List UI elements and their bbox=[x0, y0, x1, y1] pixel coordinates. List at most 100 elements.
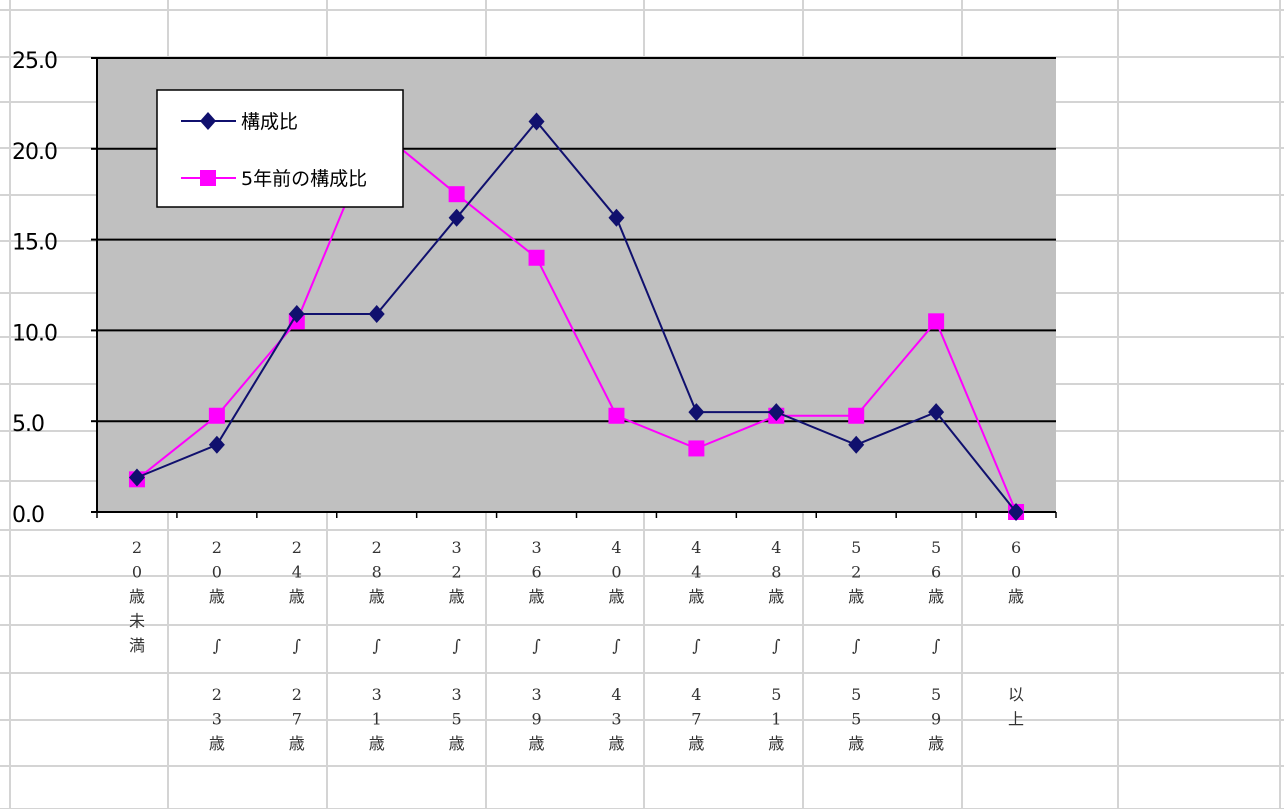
data-point-series-2 bbox=[608, 407, 625, 424]
x-tick-label: 4 bbox=[691, 563, 701, 582]
x-tick-label: 歳 bbox=[209, 587, 225, 606]
x-tick-label: 歳 bbox=[529, 734, 545, 753]
x-tick-label: ∫ bbox=[532, 636, 540, 655]
x-tick-label: 0 bbox=[611, 563, 621, 582]
x-tick-label: 歳 bbox=[289, 734, 305, 753]
x-tick-label: 2 bbox=[292, 538, 302, 557]
y-tick-label: 0.0 bbox=[12, 503, 44, 528]
x-tick-label: 上 bbox=[1008, 710, 1024, 729]
legend-box bbox=[156, 89, 404, 208]
series-line-1 bbox=[136, 119, 1017, 513]
data-point-series-2 bbox=[928, 313, 945, 330]
x-tick-label: 歳 bbox=[608, 734, 624, 753]
x-tick-label: 歳 bbox=[449, 587, 465, 606]
data-point-series-1 bbox=[1008, 503, 1025, 521]
x-tick-label: ∫ bbox=[612, 636, 620, 655]
x-tick-label: 歳 bbox=[1008, 587, 1024, 606]
x-tick-label: 4 bbox=[691, 685, 701, 704]
x-tick-label: 0 bbox=[1011, 563, 1021, 582]
x-tick-label: ∫ bbox=[852, 636, 860, 655]
x-tick-label: 1 bbox=[771, 710, 781, 729]
x-tick-label: 歳 bbox=[529, 587, 545, 606]
x-tick-label: 3 bbox=[531, 685, 541, 704]
x-tick-label: 以 bbox=[1008, 685, 1024, 704]
x-tick-label: 満 bbox=[129, 636, 145, 655]
x-tick-label: 5 bbox=[851, 685, 861, 704]
x-tick-label: 2 bbox=[292, 685, 302, 704]
x-tick-label: 歳 bbox=[608, 587, 624, 606]
x-tick-label: 8 bbox=[372, 563, 382, 582]
data-point-series-1 bbox=[288, 305, 305, 324]
data-point-series-2 bbox=[208, 407, 225, 424]
x-tick-label: 3 bbox=[452, 685, 462, 704]
y-tick-label: 20.0 bbox=[12, 140, 57, 165]
x-tick-label: 5 bbox=[771, 685, 781, 704]
x-tick-label: 9 bbox=[531, 710, 541, 729]
y-tick-label: 25.0 bbox=[12, 49, 57, 74]
x-tick-label: 6 bbox=[931, 563, 941, 582]
x-tick-label: ∫ bbox=[213, 636, 221, 655]
x-tick-label: 歳 bbox=[688, 734, 704, 753]
y-tick-label: 5.0 bbox=[12, 412, 44, 437]
x-tick-label: 歳 bbox=[848, 734, 864, 753]
x-tick-label: 8 bbox=[771, 563, 781, 582]
legend-swatch-marker bbox=[200, 112, 216, 130]
x-tick-label: 3 bbox=[452, 538, 462, 557]
x-tick-label: 3 bbox=[531, 538, 541, 557]
y-tick-label: 10.0 bbox=[12, 321, 57, 346]
x-tick-label: 6 bbox=[1011, 538, 1021, 557]
data-point-series-2 bbox=[848, 407, 865, 424]
data-point-series-1 bbox=[448, 208, 465, 227]
x-tick-label: 歳 bbox=[688, 587, 704, 606]
data-point-series-1 bbox=[368, 305, 385, 324]
x-tick-label: 5 bbox=[452, 710, 462, 729]
data-point-series-1 bbox=[768, 403, 785, 422]
x-tick-label: 4 bbox=[691, 538, 701, 557]
data-point-series-2 bbox=[688, 440, 705, 457]
x-tick-label: 3 bbox=[212, 710, 222, 729]
x-tick-label: 7 bbox=[292, 710, 302, 729]
x-tick-label: 歳 bbox=[768, 587, 784, 606]
x-tick-label: 4 bbox=[611, 685, 621, 704]
x-tick-label: 2 bbox=[851, 563, 861, 582]
x-tick-label: ∫ bbox=[452, 636, 460, 655]
data-point-series-2 bbox=[528, 249, 545, 266]
x-tick-label: 歳 bbox=[928, 734, 944, 753]
x-tick-label: 4 bbox=[771, 538, 781, 557]
x-tick-label: 0 bbox=[132, 563, 142, 582]
x-tick-label: ∫ bbox=[692, 636, 700, 655]
data-point-series-1 bbox=[608, 208, 625, 227]
x-tick-label: 4 bbox=[611, 538, 621, 557]
x-tick-label: ∫ bbox=[932, 636, 940, 655]
data-point-series-1 bbox=[528, 112, 545, 131]
data-point-series-2 bbox=[448, 186, 465, 203]
x-tick-label: 0 bbox=[212, 563, 222, 582]
x-tick-label: 歳 bbox=[449, 734, 465, 753]
x-tick-label: 2 bbox=[132, 538, 142, 557]
x-tick-label: 歳 bbox=[768, 734, 784, 753]
data-point-series-1 bbox=[128, 468, 145, 487]
x-tick-label: 1 bbox=[372, 710, 382, 729]
legend-swatch-marker bbox=[200, 170, 216, 186]
x-tick-label: 3 bbox=[611, 710, 621, 729]
x-tick-label: ∫ bbox=[772, 636, 780, 655]
x-tick-label: 歳 bbox=[129, 587, 145, 606]
x-tick-label: 歳 bbox=[369, 734, 385, 753]
data-point-series-1 bbox=[848, 435, 865, 454]
x-tick-label: 歳 bbox=[848, 587, 864, 606]
x-tick-label: 歳 bbox=[209, 734, 225, 753]
x-tick-label: 7 bbox=[691, 710, 701, 729]
x-tick-label: 2 bbox=[212, 685, 222, 704]
x-tick-label: 5 bbox=[931, 685, 941, 704]
data-point-series-1 bbox=[928, 403, 945, 422]
x-tick-label: 6 bbox=[531, 563, 541, 582]
data-point-series-1 bbox=[688, 403, 705, 422]
x-tick-label: 5 bbox=[851, 538, 861, 557]
x-tick-label: 2 bbox=[212, 538, 222, 557]
y-tick-label: 15.0 bbox=[12, 231, 57, 256]
x-tick-label: 歳 bbox=[289, 587, 305, 606]
x-tick-label: 3 bbox=[372, 685, 382, 704]
legend-label: 構成比 bbox=[241, 111, 298, 133]
x-tick-label: ∫ bbox=[293, 636, 301, 655]
x-tick-label: 2 bbox=[372, 538, 382, 557]
